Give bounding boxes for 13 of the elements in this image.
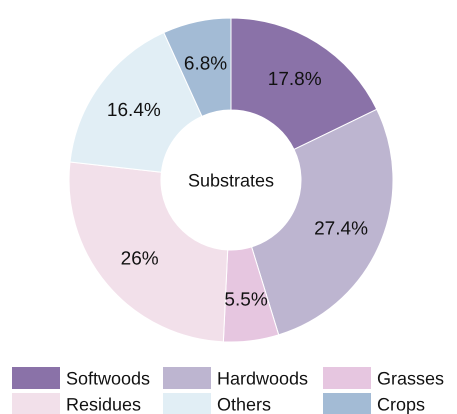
text: Substrates: [188, 170, 274, 190]
data-label: 6.8%: [184, 53, 228, 74]
data-label: 16.4%: [106, 100, 161, 122]
data-label: 26%: [120, 248, 159, 270]
legend-label: Softwoods: [66, 368, 150, 388]
data-label: 17.8%: [268, 68, 322, 90]
data-label: 27.4%: [314, 218, 368, 240]
legend-label: Hardwoods: [217, 368, 308, 388]
legend-label: Crops: [377, 394, 426, 414]
legend-label: Residues: [66, 394, 142, 414]
data-label: 5.5%: [224, 290, 268, 311]
legend-label: Others: [217, 394, 272, 414]
legend-label: Grasses: [377, 368, 444, 388]
